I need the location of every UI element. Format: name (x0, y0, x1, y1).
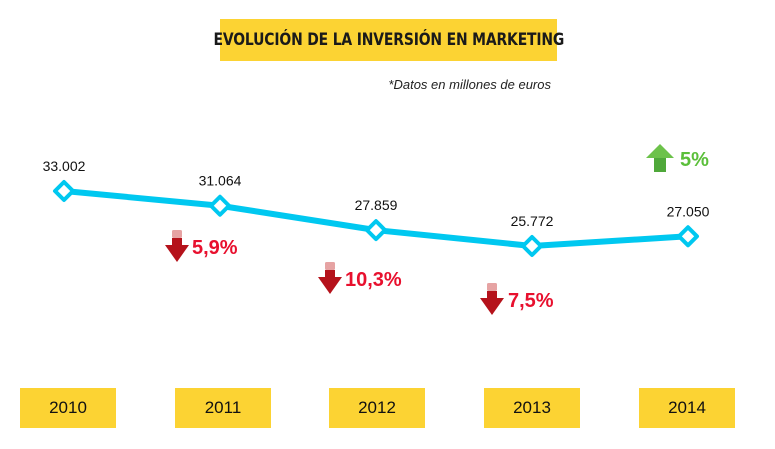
change-label: 5% (680, 149, 709, 171)
data-point-marker (677, 225, 699, 248)
change-arrow-shaft (172, 238, 182, 245)
data-label: 25.772 (511, 213, 554, 229)
change-arrow-shaft (487, 291, 497, 298)
down-arrow-icon (480, 298, 504, 315)
change-arrow-shaft (487, 283, 497, 291)
up-arrow-icon (646, 144, 674, 158)
change-arrow-shaft (654, 158, 666, 172)
x-tick-label: 2011 (175, 388, 271, 428)
data-point-marker (365, 219, 387, 242)
data-point-marker (53, 180, 75, 202)
change-arrow-shaft (325, 262, 335, 270)
down-arrow-icon (165, 245, 189, 262)
x-tick-label: 2012 (329, 388, 425, 428)
change-arrow-shaft (172, 230, 182, 238)
chart-title: EVOLUCIÓN DE LA INVERSIÓN EN MARKETING (213, 30, 564, 50)
x-tick-label: 2010 (20, 388, 116, 428)
change-label: 5,9% (192, 237, 238, 259)
data-label: 27.859 (355, 197, 398, 213)
data-label: 33.002 (43, 158, 86, 174)
down-arrow-icon (318, 277, 342, 294)
data-point-marker (521, 235, 543, 257)
data-label: 27.050 (667, 203, 710, 219)
change-label: 7,5% (508, 290, 554, 312)
change-arrow-shaft (325, 270, 335, 277)
chart-subtitle: *Datos en millones de euros (388, 77, 551, 92)
chart-title-box: EVOLUCIÓN DE LA INVERSIÓN EN MARKETING (213, 19, 564, 61)
x-tick-label: 2013 (484, 388, 580, 428)
x-tick-label: 2014 (639, 388, 735, 428)
data-point-marker (209, 194, 231, 217)
change-label: 10,3% (345, 269, 402, 291)
data-label: 31.064 (199, 173, 242, 189)
